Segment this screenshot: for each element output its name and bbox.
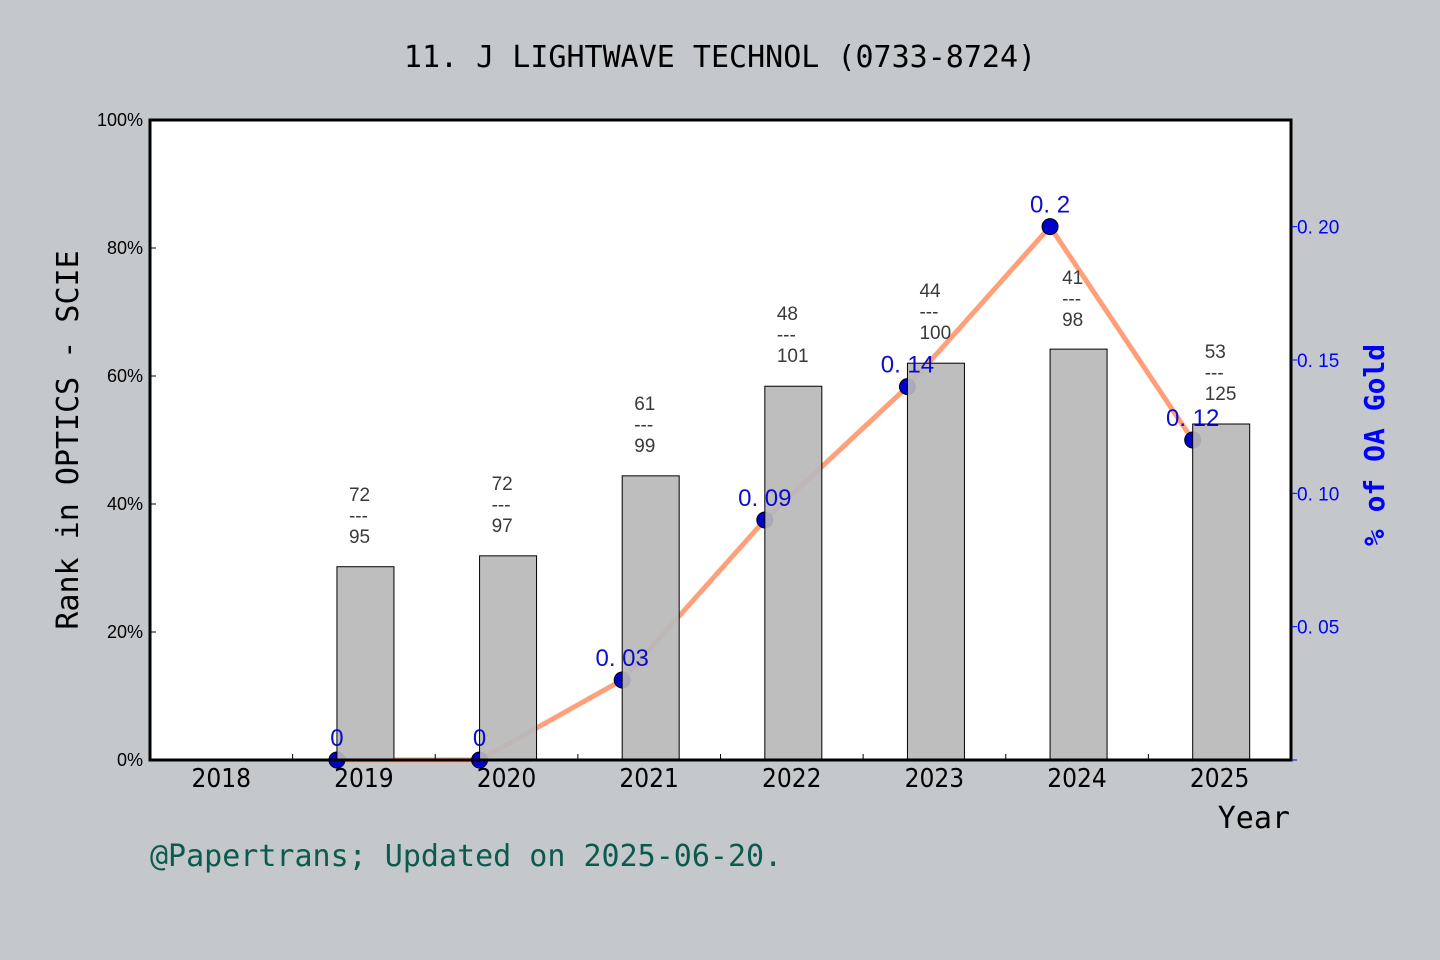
y-tick-label: 100%	[97, 110, 143, 130]
y-axis-label: Rank in OPTICS - SCIE	[51, 250, 86, 629]
rank-bar-2024	[1049, 348, 1108, 761]
oa-gold-value-label: 0. 2	[1030, 192, 1070, 219]
oa-gold-value-label: 0	[473, 725, 486, 752]
fraction-separator: ---	[634, 415, 653, 436]
rank-value: 48	[777, 304, 798, 325]
rank-bar-2023	[906, 362, 965, 761]
x-tick-label: 2021	[619, 764, 679, 794]
right-y-axis: 0. 05 0. 10 0. 15 0. 20	[1291, 218, 1339, 761]
oa-gold-value-label: 0. 14	[881, 352, 934, 379]
category-total: 98	[1062, 310, 1083, 331]
y-tick-label: 80%	[107, 238, 143, 258]
x-tick-label: 2023	[905, 764, 965, 794]
fraction-separator: ---	[777, 325, 796, 346]
rank-bar-2020	[479, 555, 538, 761]
x-tick-label: 2020	[477, 764, 537, 794]
left-y-axis: 0% 20% 40% 60% 80% 100%	[97, 110, 156, 770]
fraction-separator: ---	[349, 506, 368, 527]
rank-value: 41	[1062, 268, 1083, 289]
oa-gold-marker	[1041, 218, 1059, 236]
x-tick-label: 2025	[1190, 764, 1250, 794]
category-total: 100	[919, 323, 951, 344]
right-tick-label: 0. 10	[1297, 484, 1339, 505]
rank-value: 61	[634, 394, 655, 415]
x-tick-label: 2018	[192, 764, 252, 794]
footer-credit: @Papertrans; Updated on 2025-06-20.	[150, 839, 782, 874]
y-tick-label: 20%	[107, 622, 143, 642]
rank-bar-2025	[1192, 423, 1251, 761]
rank-bar-2022	[764, 385, 823, 761]
right-axis-label: % of OA Gold	[1358, 344, 1391, 546]
x-tick-label: 2019	[334, 764, 394, 794]
right-tick-label: 0. 15	[1297, 351, 1339, 372]
rank-value: 53	[1205, 342, 1226, 363]
x-axis: 2018 2019 2020 2021 2022 2023 2024 2025	[192, 754, 1250, 794]
fraction-separator: ---	[492, 495, 511, 516]
x-axis-label: Year	[1218, 801, 1290, 836]
category-total: 99	[634, 436, 655, 457]
oa-gold-value-label: 0. 03	[595, 645, 648, 672]
category-total: 125	[1205, 384, 1237, 405]
chart-title: 11. J LIGHTWAVE TECHNOL (0733-8724)	[404, 40, 1036, 75]
rank-value: 44	[919, 281, 941, 302]
rank-fraction-labels: 72---9572---9761---9948---10144---10041-…	[349, 268, 1236, 548]
y-tick-label: 0%	[117, 750, 143, 770]
oa-gold-point-labels: 0 0 0. 03 0. 09 0. 14 0. 2 0. 12	[330, 192, 1219, 752]
fraction-separator: ---	[1062, 289, 1081, 310]
rank-bar-series	[336, 348, 1251, 761]
right-tick-label: 0. 20	[1297, 218, 1339, 239]
rank-value: 72	[349, 485, 370, 506]
rank-value: 72	[492, 474, 513, 495]
oa-gold-value-label: 0. 12	[1166, 405, 1219, 432]
plot-area	[150, 120, 1291, 760]
rank-bar-2019	[336, 566, 395, 761]
x-tick-label: 2024	[1047, 764, 1107, 794]
category-total: 95	[349, 527, 370, 548]
oa-gold-value-label: 0. 09	[738, 485, 791, 512]
x-tick-label: 2022	[762, 764, 822, 794]
fraction-separator: ---	[1205, 363, 1224, 384]
category-total: 101	[777, 346, 809, 367]
y-tick-label: 60%	[107, 366, 143, 386]
right-tick-label: 0. 05	[1297, 618, 1339, 639]
y-tick-label: 40%	[107, 494, 143, 514]
category-total: 97	[492, 516, 513, 537]
fraction-separator: ---	[919, 302, 938, 323]
oa-gold-value-label: 0	[330, 725, 343, 752]
rank-bar-2021	[621, 475, 680, 761]
